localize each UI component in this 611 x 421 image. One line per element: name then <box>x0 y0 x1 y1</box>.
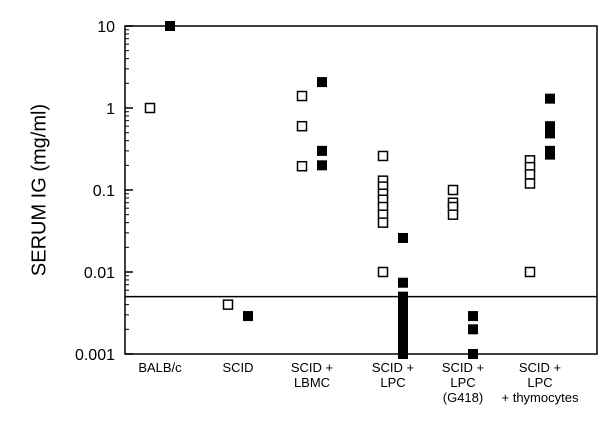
data-point <box>545 128 555 139</box>
x-tick-label-line: (G418) <box>443 390 483 405</box>
x-tick-label-line: SCID <box>222 360 253 375</box>
data-point <box>398 277 408 288</box>
x-tick-label-line: LBMC <box>294 375 330 390</box>
data-point <box>377 217 389 228</box>
y-tick-label: 0.1 <box>93 183 115 200</box>
data-point <box>468 324 478 335</box>
x-tick-label-line: BALB/c <box>138 360 182 375</box>
x-tick-label-line: LPC <box>380 375 405 390</box>
y-tick-label: 0.001 <box>75 347 115 364</box>
data-point <box>398 349 408 359</box>
data-point <box>243 311 253 322</box>
data-point <box>377 266 389 278</box>
data-point <box>144 102 156 114</box>
data-point <box>545 149 555 160</box>
y-axis-label: SERUM IG (mg/ml) <box>28 104 50 276</box>
plot-frame <box>124 25 598 355</box>
y-tick-label: 0.01 <box>84 265 115 282</box>
x-tick-label: SCID + LPC (G418) <box>442 360 484 405</box>
data-point <box>222 299 234 310</box>
data-point <box>447 209 459 220</box>
data-point <box>317 145 327 156</box>
y-tick-label: 1 <box>106 101 115 118</box>
x-tick-label-line: LPC <box>527 375 552 390</box>
x-tick-label-line: SCID + <box>372 360 414 375</box>
x-tick-label-line: + thymocytes <box>502 390 579 405</box>
data-point <box>524 266 536 278</box>
x-tick-label-line: SCID + <box>442 360 484 375</box>
data-point <box>468 349 478 359</box>
data-point <box>545 93 555 104</box>
x-tick-label-line: SCID + <box>291 360 333 375</box>
x-tick-label-line: LPC <box>450 375 475 390</box>
data-point <box>165 21 175 31</box>
data-point <box>296 90 308 102</box>
x-tick-label-line: SCID + <box>519 360 561 375</box>
data-point <box>377 150 389 162</box>
y-tick-label: 10 <box>97 19 115 36</box>
data-point <box>447 184 459 196</box>
data-point <box>317 77 327 88</box>
data-point <box>524 178 536 189</box>
data-point <box>468 311 478 322</box>
data-point <box>296 120 308 132</box>
x-tick-label: BALB/c <box>138 360 182 375</box>
data-point <box>398 232 408 243</box>
x-tick-label: SCID + LPC <box>372 360 414 390</box>
data-point <box>296 160 308 172</box>
data-point <box>317 160 327 171</box>
data-point <box>524 169 536 180</box>
x-tick-label: SCID + LBMC <box>291 360 333 390</box>
x-tick-label: SCID <box>222 360 253 375</box>
x-tick-label: SCID + LPC + thymocytes <box>502 360 579 405</box>
